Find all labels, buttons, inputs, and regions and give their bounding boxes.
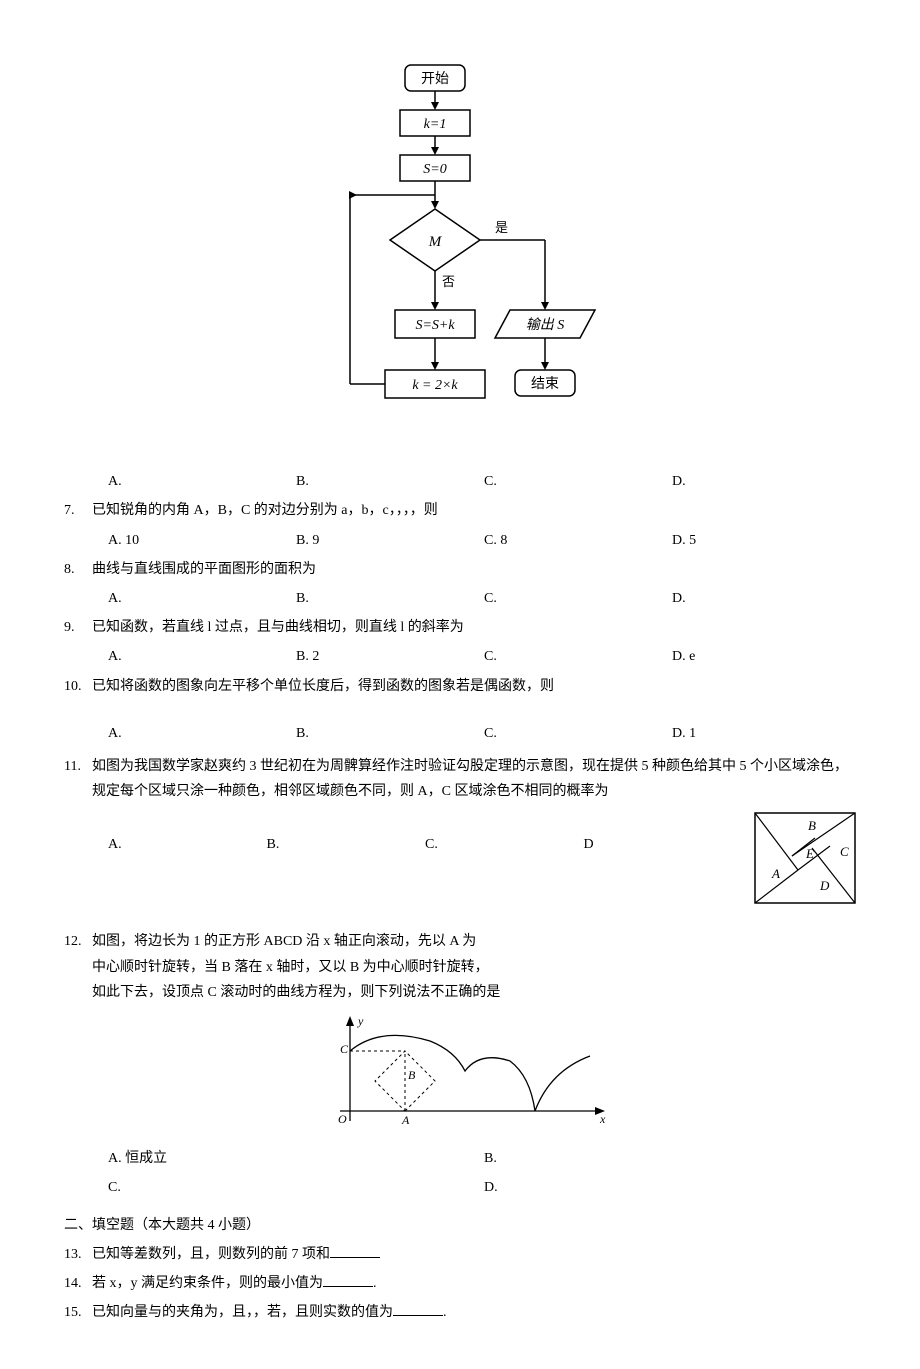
q15-after: .	[443, 1305, 447, 1320]
q12-label-x: x	[599, 1112, 606, 1126]
q9-opt-a: A.	[108, 644, 296, 669]
q8-text: 曲线与直线围成的平面图形的面积为	[92, 557, 860, 582]
q13: 13. 已知等差数列，且，则数列的前 7 项和	[60, 1242, 860, 1267]
q10-opt-d: D. 1	[672, 721, 860, 746]
q7-opt-a: A. 10	[108, 528, 296, 553]
q12-options-row1: A. 恒成立 B.	[60, 1146, 860, 1171]
node-end: 结束	[531, 376, 559, 392]
q8-options: A. B. C. D.	[60, 586, 860, 611]
node-init-k: k=1	[424, 117, 447, 132]
q7-options: A. 10 B. 9 C. 8 D. 5	[60, 528, 860, 553]
q11-num: 11.	[60, 754, 92, 804]
q7: 7. 已知锐角的内角 A，B，C 的对边分别为 a，b，c，，，，则	[60, 498, 860, 523]
q7-text: 已知锐角的内角 A，B，C 的对边分别为 a，b，c，，，，则	[92, 498, 860, 523]
q8: 8. 曲线与直线围成的平面图形的面积为	[60, 557, 860, 582]
q11-opt-b: B.	[267, 832, 426, 857]
q11-opt-a: A.	[108, 832, 267, 857]
q12-label-a: A	[401, 1113, 410, 1127]
q11-label-a: A	[771, 866, 780, 881]
node-init-s: S=0	[423, 162, 446, 177]
q10-opt-b: B.	[296, 721, 484, 746]
node-output: 输出 S	[526, 317, 565, 333]
q8-num: 8.	[60, 557, 92, 582]
q15-blank	[393, 1302, 443, 1316]
q12: 12. 如图，将边长为 1 的正方形 ABCD 沿 x 轴正向滚动，先以 A 为…	[60, 929, 860, 1005]
q10-options: A. B. C. D. 1	[60, 721, 860, 746]
q11-options: A. B. C. D	[60, 832, 742, 857]
q7-opt-d: D. 5	[672, 528, 860, 553]
q11: 11. 如图为我国数学家赵爽约 3 世纪初在为周髀算经作注时验证勾股定理的示意图…	[60, 754, 860, 804]
q10-opt-c: C.	[484, 721, 672, 746]
q12-line3: 如此下去，设顶点 C 滚动时的曲线方程为，则下列说法不正确的是	[92, 980, 860, 1005]
q11-opt-c: C.	[425, 832, 584, 857]
label-no: 否	[442, 274, 455, 289]
q6-options: A. B. C. D.	[60, 469, 860, 494]
q7-num: 7.	[60, 498, 92, 523]
q8-opt-d: D.	[672, 586, 860, 611]
q15: 15. 已知向量与的夹角为，且，，若，且则实数的值为.	[60, 1300, 860, 1325]
q6-opt-a: A.	[108, 469, 296, 494]
q12-label-y: y	[357, 1014, 364, 1028]
flowchart-svg: 开始 k=1 S=0 M 是 否 输出 S 结束	[310, 60, 610, 440]
q13-blank	[330, 1244, 380, 1258]
q11-label-d: D	[819, 878, 830, 893]
q12-line2: 中心顺时针旋转，当 B 落在 x 轴时，又以 B 为中心顺时针旋转，	[92, 955, 860, 980]
q10-num: 10.	[60, 674, 92, 699]
q15-num: 15.	[60, 1300, 92, 1325]
q14-text: 若 x，y 满足约束条件，则的最小值为	[92, 1276, 323, 1291]
q8-opt-c: C.	[484, 586, 672, 611]
q9-text: 已知函数，若直线 l 过点，且与曲线相切，则直线 l 的斜率为	[92, 615, 860, 640]
node-update-k: k = 2×k	[412, 378, 458, 393]
q12-opt-c: C.	[108, 1175, 484, 1200]
q12-opt-a: A. 恒成立	[108, 1146, 484, 1171]
q14-after: .	[373, 1276, 377, 1291]
section2-title: 二、填空题（本大题共 4 小题）	[60, 1213, 860, 1238]
q12-line1: 如图，将边长为 1 的正方形 ABCD 沿 x 轴正向滚动，先以 A 为	[92, 929, 860, 954]
q14-num: 14.	[60, 1271, 92, 1296]
node-cond: M	[428, 234, 443, 250]
q12-label-c: C	[340, 1042, 349, 1056]
q12-label-o: O	[338, 1112, 347, 1126]
q11-opt-d: D	[584, 832, 743, 857]
q14-blank	[323, 1273, 373, 1287]
q9-opt-b: B. 2	[296, 644, 484, 669]
label-yes: 是	[495, 220, 508, 235]
q12-opt-b: B.	[484, 1146, 860, 1171]
q13-text: 已知等差数列，且，则数列的前 7 项和	[92, 1247, 330, 1262]
q9-options: A. B. 2 C. D. e	[60, 644, 860, 669]
q9-num: 9.	[60, 615, 92, 640]
q12-num: 12.	[60, 929, 92, 1005]
q11-text: 如图为我国数学家赵爽约 3 世纪初在为周髀算经作注时验证勾股定理的示意图，现在提…	[92, 754, 860, 804]
node-update-s: S=S+k	[415, 318, 455, 333]
flowchart-diagram: 开始 k=1 S=0 M 是 否 输出 S 结束	[60, 60, 860, 449]
q10-opt-a: A.	[108, 721, 296, 746]
q9-opt-d: D. e	[672, 644, 860, 669]
q12-curve-diagram: O x y C B A	[60, 1011, 860, 1140]
q11-diagram: A B C D E	[750, 808, 860, 917]
q14: 14. 若 x，y 满足约束条件，则的最小值为.	[60, 1271, 860, 1296]
q10: 10. 已知将函数的图象向左平移个单位长度后，得到函数的图象若是偶函数，则	[60, 674, 860, 699]
q9: 9. 已知函数，若直线 l 过点，且与曲线相切，则直线 l 的斜率为	[60, 615, 860, 640]
q11-label-e: E	[805, 846, 814, 861]
node-start: 开始	[421, 71, 449, 87]
q7-opt-b: B. 9	[296, 528, 484, 553]
q12-opt-d: D.	[484, 1175, 860, 1200]
q11-label-c: C	[840, 844, 849, 859]
q8-opt-a: A.	[108, 586, 296, 611]
q6-opt-c: C.	[484, 469, 672, 494]
q10-text: 已知将函数的图象向左平移个单位长度后，得到函数的图象若是偶函数，则	[92, 674, 860, 699]
q9-opt-c: C.	[484, 644, 672, 669]
q7-opt-c: C. 8	[484, 528, 672, 553]
q6-opt-d: D.	[672, 469, 860, 494]
q6-opt-b: B.	[296, 469, 484, 494]
q11-label-b: B	[808, 818, 816, 833]
q8-opt-b: B.	[296, 586, 484, 611]
q15-text: 已知向量与的夹角为，且，，若，且则实数的值为	[92, 1305, 393, 1320]
q13-num: 13.	[60, 1242, 92, 1267]
q12-label-b: B	[408, 1068, 416, 1082]
q12-options-row2: C. D.	[60, 1175, 860, 1200]
